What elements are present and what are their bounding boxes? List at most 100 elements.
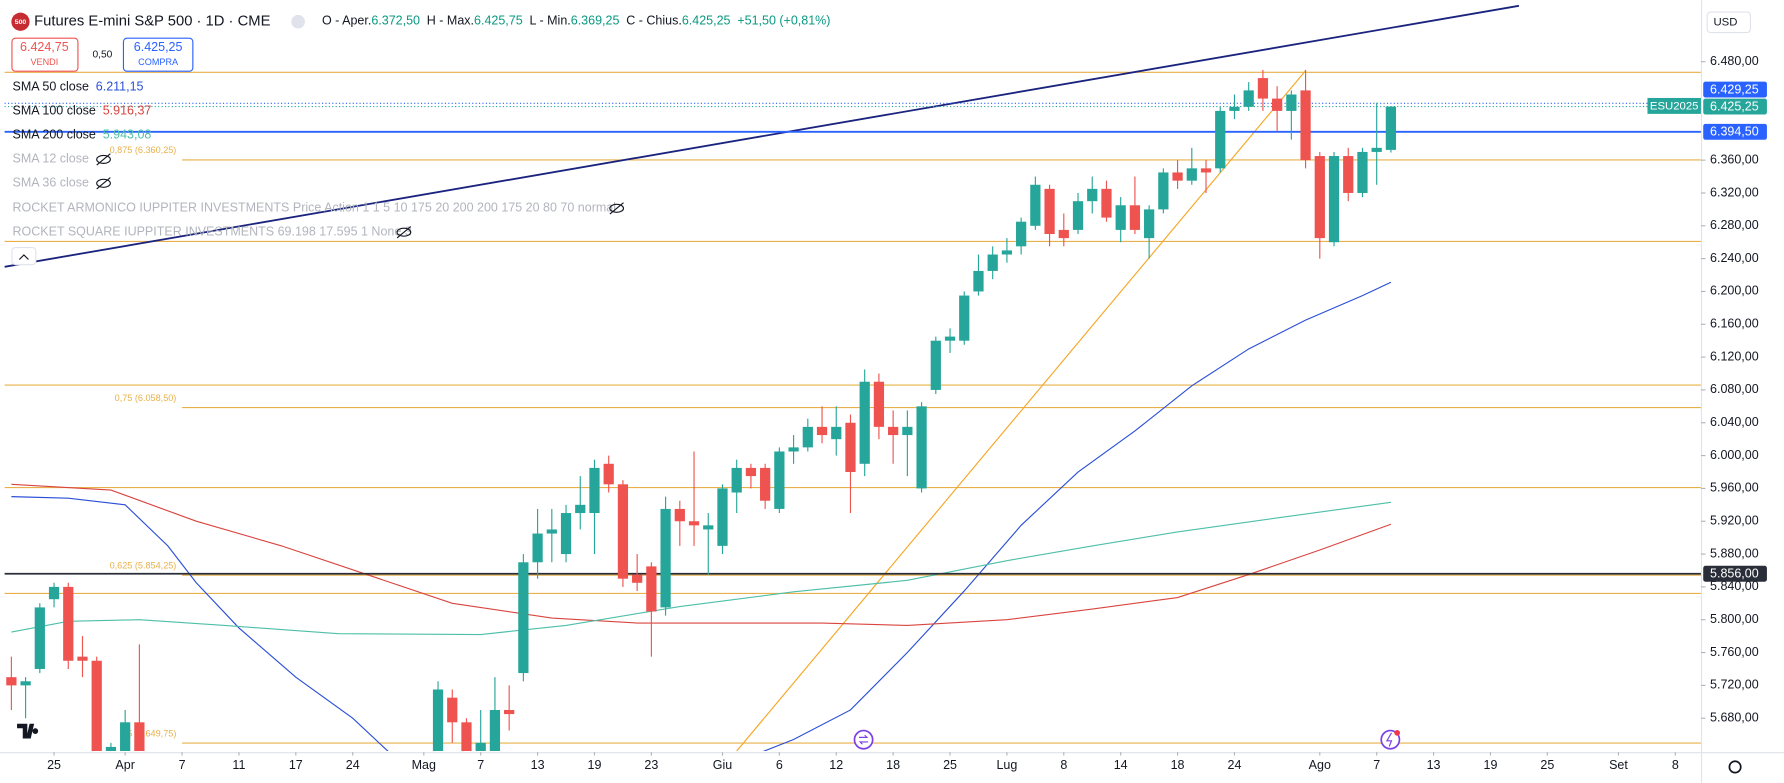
y-tick-label: 5.920,00 xyxy=(1710,514,1759,528)
x-tick-label: 13 xyxy=(1427,758,1441,772)
x-tick-label: 14 xyxy=(1114,758,1128,772)
price-label-bg xyxy=(1703,98,1767,115)
event-icon xyxy=(858,734,869,745)
candle-body xyxy=(1129,205,1141,230)
candle-body xyxy=(717,488,728,546)
y-tick-label: 5.720,00 xyxy=(1710,678,1759,692)
ohlc-value: 6.425,75 xyxy=(474,14,523,28)
price-label-bg xyxy=(1703,565,1767,582)
x-tick-label: 19 xyxy=(1484,758,1498,772)
x-tick-label: 25 xyxy=(1540,758,1554,772)
x-tick-label: Lug xyxy=(996,758,1017,772)
fib-label: 0,75 (6.058,50) xyxy=(115,393,177,403)
candle-body xyxy=(902,426,913,436)
x-tick-label: 25 xyxy=(943,758,957,772)
x-tick-label: 19 xyxy=(588,758,602,772)
sma-legend: SMA 200 close 5.943,08 xyxy=(13,128,152,142)
y-tick-label: 6.080,00 xyxy=(1710,382,1759,396)
collapse-button[interactable] xyxy=(11,247,37,266)
sma-name: SMA 200 close xyxy=(13,128,96,142)
fib-label: 0,5 (5.649,75) xyxy=(120,728,177,738)
x-tick-label: 7 xyxy=(1373,758,1380,772)
indicator-name[interactable]: ROCKET ARMONICO IUPPITER INVESTMENTS Pri… xyxy=(13,201,617,215)
y-tick-label: 5.960,00 xyxy=(1710,481,1759,495)
candle-body xyxy=(1087,188,1098,202)
event-badge xyxy=(1394,729,1401,736)
x-tick-label: 24 xyxy=(346,758,360,772)
x-tick-label: 6 xyxy=(776,758,783,772)
indicator-name[interactable]: SMA 12 close xyxy=(13,152,89,166)
candle-body xyxy=(6,677,17,686)
event-marker[interactable] xyxy=(853,729,874,750)
y-tick-label: 6.120,00 xyxy=(1710,349,1759,363)
sell-button[interactable] xyxy=(11,37,79,72)
candle-body xyxy=(77,656,88,661)
fib-label: 0,875 (6.360,25) xyxy=(110,145,177,155)
symbol-tag xyxy=(1647,97,1701,114)
event-marker[interactable] xyxy=(1380,729,1401,750)
symbol-logo xyxy=(11,12,30,31)
sma-value: 6.211,15 xyxy=(96,80,144,94)
candle-body xyxy=(859,381,870,464)
hidden-icons xyxy=(96,153,625,239)
candle-body xyxy=(731,467,742,493)
y-tick-label: 5.680,00 xyxy=(1710,711,1759,725)
ohlc-label: C - Chius. xyxy=(626,14,682,28)
x-tick-label: 18 xyxy=(1171,758,1185,772)
event-icon xyxy=(1385,732,1393,747)
buy-button[interactable] xyxy=(122,37,194,72)
candle-body xyxy=(63,586,74,661)
y-tick-label: 5.800,00 xyxy=(1710,612,1759,626)
candle-body xyxy=(1101,188,1112,218)
candle-body xyxy=(1058,229,1069,239)
logo-text: 500 xyxy=(15,19,27,26)
candle-body xyxy=(760,467,771,501)
candle-body xyxy=(1272,98,1283,111)
candle-body xyxy=(802,426,813,448)
x-tick-label: 17 xyxy=(289,758,303,772)
sma-name: SMA 50 close xyxy=(13,80,89,94)
candle-body xyxy=(987,254,998,271)
sma-value: 5.943,08 xyxy=(103,128,152,142)
x-tick-label: 13 xyxy=(531,758,545,772)
candle-body xyxy=(973,270,984,292)
price-label: 6.429,25 xyxy=(1710,82,1759,96)
candle-body xyxy=(1300,90,1311,161)
indicator-name[interactable]: SMA 36 close xyxy=(13,176,89,190)
ohlc-label: O - Aper. xyxy=(322,14,371,28)
fib-label: 0,625 (5.854,25) xyxy=(110,561,177,571)
y-tick-label: 5.840,00 xyxy=(1710,579,1759,593)
candle-body xyxy=(660,508,671,608)
candle-body xyxy=(504,709,515,715)
candle-body xyxy=(432,689,444,752)
x-tick-label: 23 xyxy=(644,758,658,772)
candle-body xyxy=(1257,78,1269,99)
candle-body xyxy=(1286,94,1297,111)
candle-body xyxy=(1172,172,1183,181)
candle-body xyxy=(816,426,828,436)
sma-line xyxy=(11,483,1392,626)
symbol-title[interactable]: Futures E-mini S&P 500 · 1D · CME xyxy=(34,14,270,30)
candle-body xyxy=(646,566,657,612)
x-tick-label: Apr xyxy=(115,758,134,772)
spread: 0,50 xyxy=(92,49,112,60)
status-dot xyxy=(291,14,305,29)
x-tick-label: 8 xyxy=(1672,758,1679,772)
sma-line xyxy=(11,281,1392,752)
candle-body xyxy=(1314,156,1325,239)
candle-body xyxy=(930,340,941,390)
candle-body xyxy=(1215,110,1226,169)
candle-body xyxy=(1371,147,1382,152)
indicator-name[interactable]: ROCKET SQUARE IUPPITER INVESTMENTS 69.19… xyxy=(13,225,412,239)
x-tick-label: 11 xyxy=(232,758,245,772)
ohlc-value: 6.372,50 xyxy=(371,14,420,28)
x-tick-label: Set xyxy=(1609,758,1628,772)
currency-button[interactable] xyxy=(1706,11,1752,34)
candle-body xyxy=(575,504,586,514)
candle-body xyxy=(105,746,117,752)
settings-button[interactable] xyxy=(1728,760,1742,774)
candle-body xyxy=(959,295,970,341)
